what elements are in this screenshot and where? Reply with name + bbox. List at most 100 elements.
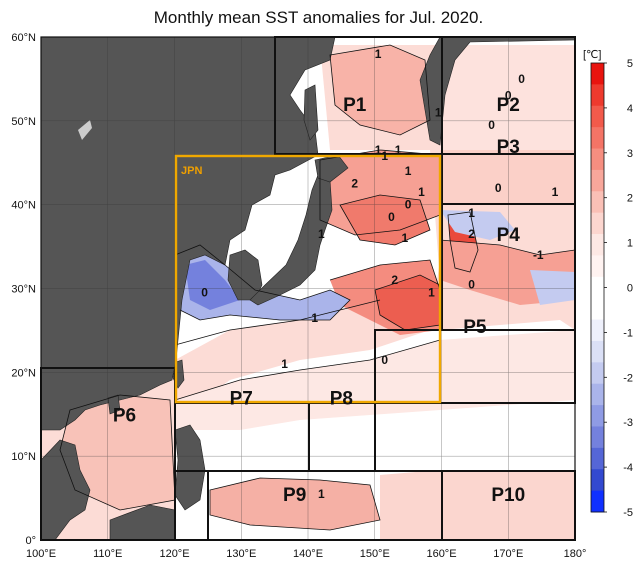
axis-ticks: 100°E 110°E 120°E 130°E 140°E 150°E 160°E 170°E… [11,32,586,560]
lat-tick-label: 0° [25,535,36,547]
jpn-region-box [174,154,442,404]
lat-tick-label: 40°N [11,200,36,212]
region-label-p9: P9 [283,485,306,506]
contour-label: 2 [468,227,475,241]
lon-tick-label: 100°E [26,548,56,560]
contour-label: 1 [468,206,475,220]
contour-label: -1 [533,248,544,262]
contour-label: 1 [552,185,559,199]
anomaly-fill-okhotsk [330,45,430,135]
contour-label: 1 [281,357,288,371]
lon-tick-label: 180° [564,548,587,560]
contour-label: 1 [418,185,425,199]
anomaly-fill-p9 [210,478,380,530]
anomaly-contours [59,44,575,531]
colorbar-segment [591,169,604,192]
anomaly-fill-cold-p4 [440,210,515,240]
contour-label: 1 [311,311,318,325]
contour-label: 0 [495,181,502,195]
contour-label: 0 [468,277,475,291]
colorbar-segment [591,255,604,278]
colorbar-tick-label: -3 [623,417,633,429]
colorbar-segment [591,362,604,385]
colorbar-segment [591,212,604,235]
map-frame [40,36,576,541]
region-label-p1: P1 [343,95,367,116]
colorbar-tick-label: 5 [627,58,633,70]
contour-label: 0 [405,198,412,212]
lon-tick-label: 160°E [426,548,456,560]
lon-tick-label: 150°E [360,548,390,560]
colorbar-tick-label: -4 [623,462,633,474]
anomaly-fill-p2 [440,45,575,150]
region-labels: P1 P2 P3 P4 P5 P6 P7 P8 P9 P10 [113,95,525,506]
contour-label: 0 [505,89,512,103]
colorbar-unit: [℃] [583,49,601,61]
colorbar-segment [591,276,604,299]
lon-tick-label: 120°E [159,548,189,560]
lon-tick-label: 110°E [93,548,122,560]
region-label-p4: P4 [497,225,521,246]
anomaly-fill-cold-east [530,270,575,305]
contour-label: 2 [351,177,358,191]
contour-label: 1 [428,286,435,300]
region-label-p7: P7 [230,388,253,409]
lat-tick-label: 20°N [11,367,36,379]
colorbar-segment [591,234,604,256]
contour-label: 2 [391,273,398,287]
contour-label: 1 [375,47,382,61]
colorbar-tick-label: 4 [627,103,633,115]
contour-label: 0 [201,286,208,300]
anomaly-fill-kuril-strong [340,195,430,245]
contour-label: 1 [401,231,408,245]
colorbar-segment [591,383,604,406]
colorbar-segment [591,84,604,107]
contour-label: 1 [318,487,325,501]
anomaly-fill-p10 [380,470,575,540]
colorbar-segment [591,490,604,513]
land-asia [41,37,336,431]
colorbar-segment [591,127,604,149]
contour-label: 0 [381,353,388,367]
contour-label: 1 [381,149,388,163]
contour-label: 1 [375,143,382,157]
region-label-p2: P2 [497,95,520,116]
colorbar-segment [591,319,604,342]
region-label-p6: P6 [113,405,136,426]
lat-tick-label: 30°N [11,284,36,296]
colorbar-tick-label: 3 [627,148,633,160]
colorbar-segment [591,191,604,214]
colorbar-tick-label: -2 [623,372,633,384]
colorbar-tick-label: 1 [627,238,633,250]
lon-tick-label: 140°E [293,548,323,560]
colorbar-segment [591,447,604,470]
colorbar-segment [591,405,604,427]
land-masses [41,37,575,540]
lat-tick-label: 50°N [11,116,36,128]
contour-label: 1 [435,105,442,119]
colorbar-tick-label: -1 [623,327,633,339]
colorbar-segment [591,148,604,171]
region-label-p5: P5 [463,317,487,338]
colorbar-segment [591,63,604,85]
contour-label: 0 [388,210,395,224]
land-sakhalin [303,84,319,141]
contour-label: 0 [518,72,525,86]
contour-label: 0 [488,118,495,132]
land-hainan [107,394,121,415]
land-indochina [41,439,91,540]
anomaly-fill-p6 [60,395,175,510]
lat-tick-label: 60°N [11,32,36,44]
colorbar-segment [591,105,604,128]
jpn-label: JPN [181,165,202,177]
region-label-p3: P3 [497,137,520,158]
contour-label: 1 [395,143,402,157]
land-okhotsk-island [78,120,92,140]
region-label-p8: P8 [330,388,353,409]
colorbar-tick-label: 2 [627,193,633,205]
colorbar-tick-label: 0 [627,283,633,295]
region-label-p10: P10 [491,485,525,506]
lon-tick-label: 130°E [226,548,256,560]
